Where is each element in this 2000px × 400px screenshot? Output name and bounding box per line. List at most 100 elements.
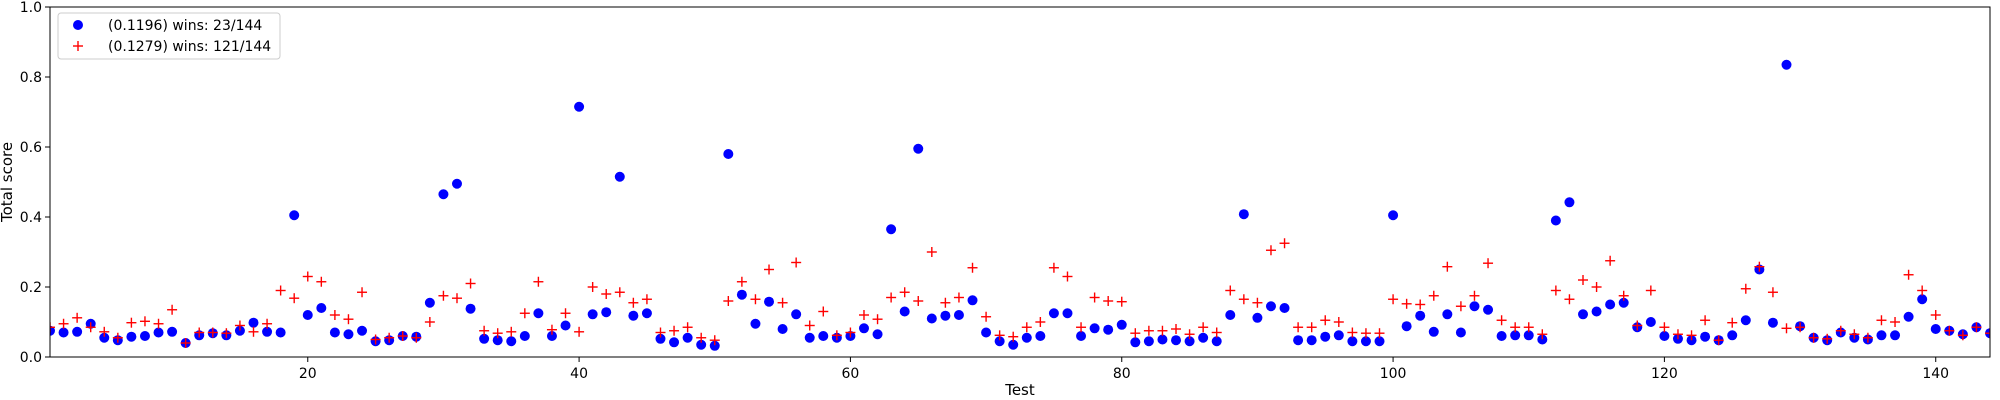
data-point-series-2	[1265, 245, 1276, 256]
data-point-series-1	[1781, 59, 1792, 70]
data-point-series-2	[343, 314, 354, 325]
data-point-series-1	[574, 101, 585, 112]
data-point-series-2	[1849, 329, 1860, 340]
data-point-series-1	[655, 333, 666, 344]
data-point-series-2	[424, 317, 435, 327]
data-point-series-1	[1116, 319, 1127, 330]
data-point-series-2	[1944, 325, 1955, 336]
data-point-series-1	[1510, 330, 1521, 341]
data-point-series-2	[1320, 315, 1331, 326]
data-point-series-1	[1740, 315, 1751, 326]
data-point-series-1	[981, 327, 992, 338]
data-point-series-1	[1930, 324, 1941, 334]
data-point-series-1	[1293, 335, 1304, 346]
data-point-series-2	[289, 293, 300, 304]
data-point-series-2	[1483, 258, 1494, 269]
data-point-series-1	[1279, 303, 1290, 313]
data-point-series-2	[1238, 294, 1249, 305]
data-point-series-2	[492, 328, 503, 339]
data-point-series-1	[1238, 209, 1249, 220]
data-point-series-1	[506, 336, 517, 347]
y-tick-label: 0.4	[20, 210, 42, 226]
data-point-series-1	[329, 327, 340, 338]
data-point-series-2	[574, 326, 585, 337]
data-point-series-2	[1835, 325, 1846, 336]
data-point-series-1	[479, 333, 490, 344]
data-point-series-2	[1537, 329, 1548, 340]
data-point-series-2	[1713, 335, 1724, 346]
data-point-series-1	[1469, 301, 1480, 312]
data-point-series-1	[736, 289, 747, 300]
data-point-series-2	[1523, 322, 1534, 333]
data-point-series-2	[1591, 282, 1602, 292]
data-point-series-2	[1143, 325, 1154, 336]
data-point-series-1	[234, 325, 245, 336]
data-point-series-2	[587, 282, 598, 292]
x-tick-label: 100	[1380, 366, 1407, 382]
data-point-series-2	[1903, 269, 1914, 280]
data-point-series-2	[1727, 317, 1738, 328]
data-point-series-2	[50, 322, 55, 333]
data-point-series-1	[1143, 336, 1154, 347]
data-point-series-1	[546, 331, 557, 341]
data-point-series-1	[50, 325, 55, 336]
data-point-series-2	[180, 338, 191, 348]
data-point-series-2	[451, 293, 462, 304]
data-point-series-1	[343, 329, 354, 340]
legend-box	[57, 12, 281, 60]
data-point-series-2	[1103, 296, 1114, 306]
data-point-series-1	[1401, 321, 1412, 332]
data-point-series-2	[1700, 315, 1711, 326]
data-point-series-2	[465, 278, 476, 289]
data-point-series-2	[1510, 322, 1521, 333]
data-point-series-1	[1700, 331, 1711, 342]
x-tick-label: 40	[570, 366, 588, 382]
data-point-series-2	[1455, 301, 1466, 312]
data-point-series-2	[655, 327, 666, 338]
data-point-series-2	[641, 294, 652, 305]
x-tick-label: 60	[842, 366, 860, 382]
data-point-series-2	[519, 308, 530, 319]
data-point-series-2	[628, 297, 639, 308]
data-point-series-1	[1442, 309, 1453, 320]
data-point-series-2	[1347, 327, 1358, 338]
data-point-series-2	[1754, 261, 1765, 272]
data-point-series-1	[1903, 311, 1914, 322]
data-point-series-2	[764, 264, 775, 275]
data-point-series-2	[777, 297, 788, 308]
data-point-series-1	[926, 313, 937, 324]
data-point-series-2	[872, 314, 883, 325]
data-point-series-2	[384, 332, 395, 343]
data-point-series-2	[99, 326, 110, 337]
data-point-series-2	[1578, 275, 1589, 285]
data-point-series-1	[1076, 331, 1087, 341]
data-point-series-2	[1808, 332, 1819, 343]
data-point-series-1	[1320, 331, 1331, 342]
data-point-series-1	[1306, 335, 1317, 346]
data-point-series-1	[1103, 324, 1114, 335]
data-point-series-2	[696, 332, 707, 343]
data-point-series-1	[1591, 306, 1602, 317]
y-tick-label: 1.0	[20, 0, 42, 16]
data-point-series-1	[791, 309, 802, 320]
data-point-series-2	[1767, 287, 1778, 298]
data-point-series-2	[1130, 328, 1141, 339]
legend-entry-series-2: (0.1279) wins: 121/144	[108, 39, 271, 55]
data-point-series-2	[1374, 328, 1385, 339]
x-axis-label: Test	[1004, 381, 1035, 399]
data-point-series-2	[357, 287, 368, 298]
data-point-series-2	[262, 318, 273, 329]
data-point-series-2	[112, 332, 123, 343]
data-point-series-1	[1890, 330, 1901, 341]
data-point-series-2	[1184, 329, 1195, 340]
data-point-series-2	[479, 325, 490, 336]
data-point-series-1	[682, 332, 693, 343]
data-point-series-2	[1795, 322, 1806, 333]
data-point-series-2	[1605, 255, 1616, 266]
data-point-series-2	[329, 310, 340, 320]
data-point-series-1	[1035, 331, 1046, 341]
data-point-series-2	[1985, 328, 1990, 339]
data-point-series-2	[275, 285, 286, 296]
data-point-series-1	[1130, 337, 1141, 348]
data-point-series-2	[736, 276, 747, 287]
